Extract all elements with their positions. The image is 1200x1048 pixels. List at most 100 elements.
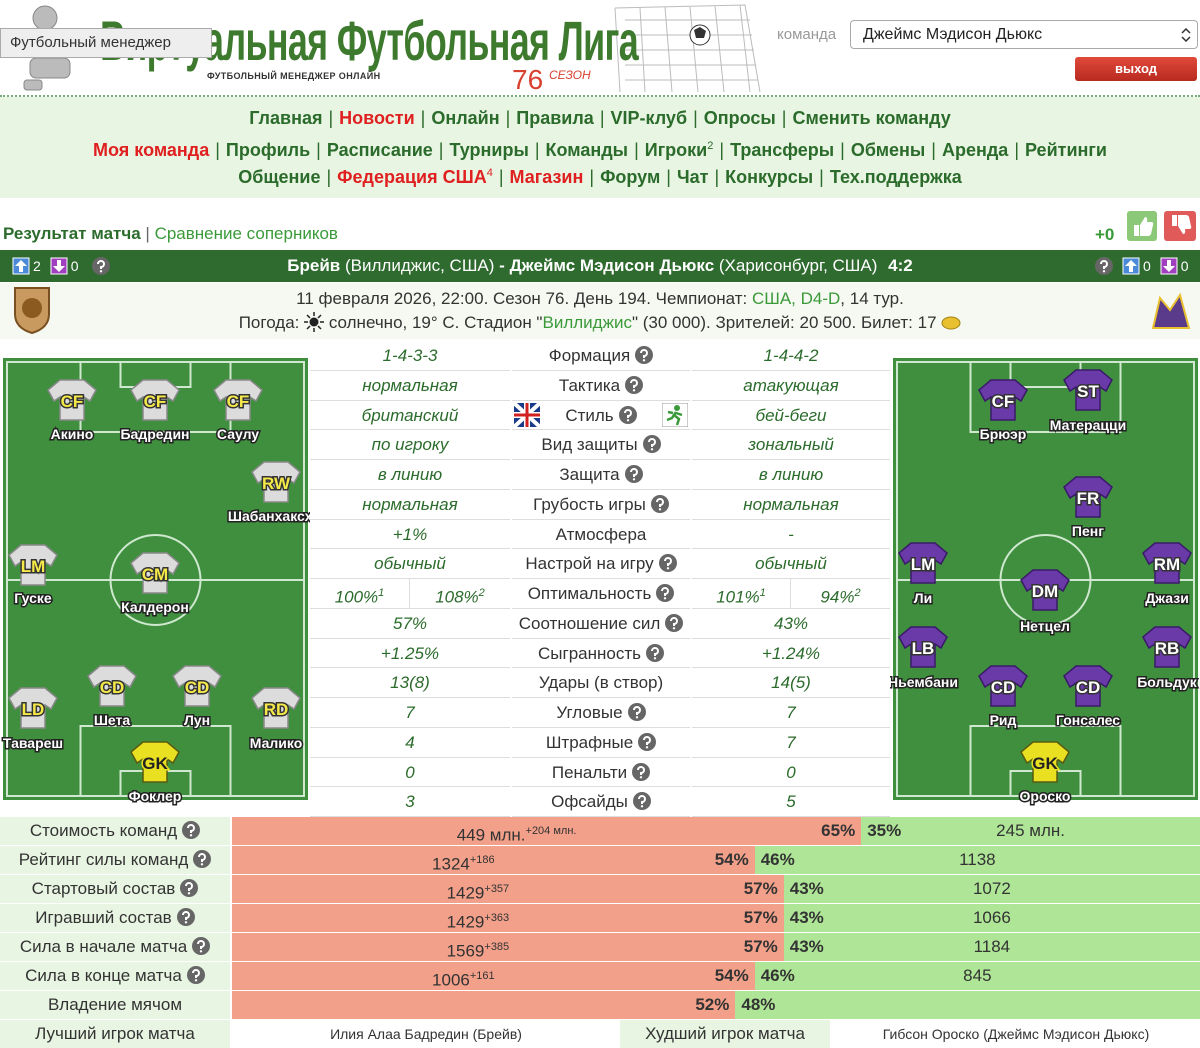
nav-link[interactable]: Тех.поддержка (829, 167, 962, 187)
player[interactable]: GK Ороско (1018, 741, 1072, 806)
player[interactable]: CF Бадредин (119, 379, 191, 444)
player[interactable]: LD Тавареш (1, 687, 65, 753)
player[interactable]: RB Больдук (1136, 626, 1199, 692)
help-icon[interactable] (658, 554, 677, 573)
nav-link[interactable]: Игроки (644, 139, 708, 160)
help-icon[interactable] (665, 613, 684, 632)
stat-home: 100%1 108%2 (310, 579, 510, 609)
logout-button[interactable]: выход (1075, 57, 1197, 81)
nav-link[interactable]: Опросы (703, 108, 776, 128)
player-position: RB (1155, 639, 1180, 658)
nav-link[interactable]: Моя команда (93, 139, 210, 160)
tab-active[interactable]: Результат матча (3, 224, 141, 243)
help-mark (643, 735, 652, 745)
home-value: 1324+186 (232, 846, 695, 879)
help-icon[interactable] (645, 643, 664, 662)
nav-row: Моя команда | Профиль | Расписание | Турниры | К… (0, 135, 1200, 163)
vote-buttons[interactable] (1126, 210, 1198, 242)
value-part: 94%2 (791, 579, 890, 608)
player[interactable]: CD Рид (978, 665, 1028, 730)
nav-link[interactable]: Новости (339, 108, 415, 128)
help-icon[interactable] (627, 703, 646, 721)
nav-link[interactable]: Турниры (449, 139, 529, 160)
nav-link[interactable]: Трансферы (730, 139, 835, 160)
nav-link[interactable]: VIP-клуб (610, 108, 688, 128)
help-icon[interactable] (91, 257, 110, 275)
nav-link[interactable]: Профиль (225, 139, 311, 160)
help-icon[interactable] (182, 821, 201, 839)
player[interactable]: CF Брюэр (978, 379, 1028, 444)
away-team[interactable]: Джеймс Мэдисон Дьюкс (509, 256, 715, 275)
comparison-label-text: Сила в начале матча (19, 937, 188, 956)
player[interactable]: LM Гуске (8, 544, 58, 608)
help-icon[interactable] (1095, 257, 1113, 275)
player[interactable]: FR Пенг (1063, 476, 1113, 541)
player[interactable]: LB Ньембани (887, 626, 960, 692)
help-icon[interactable] (192, 937, 211, 955)
help-icon[interactable] (632, 762, 651, 781)
player[interactable]: RW Шабанхаксха. (226, 461, 326, 526)
player[interactable]: CD Лун (172, 665, 222, 730)
league-link[interactable]: США, D4-D (751, 289, 841, 308)
nav-link[interactable]: Расписание (326, 139, 433, 160)
help-icon[interactable] (638, 732, 657, 751)
player[interactable]: GK Фоклер (127, 741, 183, 806)
help-icon[interactable] (642, 435, 661, 454)
nav-link[interactable]: Федерация США (337, 167, 487, 187)
select-chevron (1181, 28, 1191, 42)
nav-link[interactable]: Конкурсы (725, 167, 814, 187)
nav-separator: | (693, 108, 698, 128)
player[interactable]: CD Гонсалес (1054, 665, 1122, 730)
player[interactable]: LM Ли (898, 542, 948, 608)
nav-link[interactable]: Рейтинги (1025, 139, 1107, 160)
player-shirt (1063, 369, 1113, 411)
stat-label-text: Сыгранность (538, 643, 641, 663)
help-mark (650, 646, 659, 656)
nav-link[interactable]: Онлайн (431, 108, 500, 128)
nav-link[interactable]: Аренда (941, 139, 1009, 160)
nav-link[interactable]: Общение (238, 167, 321, 187)
player[interactable]: DM Нетцел (1019, 569, 1071, 636)
nav-link[interactable]: Команды (545, 139, 629, 160)
player[interactable]: CF Саулу (213, 379, 263, 444)
nav-link[interactable]: Главная (249, 108, 323, 128)
team-select[interactable]: Джеймс Мэдисон Дьюкс (850, 20, 1198, 49)
nav-link[interactable]: Магазин (509, 167, 584, 187)
player[interactable]: CM Калдерон (120, 552, 190, 617)
help-icon[interactable] (193, 850, 212, 868)
help-icon[interactable] (624, 465, 643, 483)
nav-link[interactable]: Правила (516, 108, 594, 128)
stat-home: британский (310, 400, 510, 431)
nav-link[interactable]: Чат (676, 167, 709, 187)
nav-row: Главная | Новости | Онлайн | Правила | VIP-клуб |… (0, 107, 1200, 135)
value-part: 108%2 (410, 579, 510, 608)
help-icon[interactable] (656, 584, 675, 602)
stat-value: по игроку (371, 435, 449, 455)
player-shirt (1020, 569, 1070, 611)
header-graphics (23, 4, 761, 93)
help-mark (623, 408, 632, 418)
nav-link[interactable]: Сменить команду (792, 108, 951, 128)
player[interactable]: CD Шета (87, 665, 137, 730)
help-icon[interactable] (635, 346, 654, 364)
tab-link[interactable]: Сравнение соперников (154, 224, 338, 243)
help-icon[interactable] (180, 879, 199, 897)
help-icon[interactable] (618, 405, 637, 424)
help-icon[interactable] (625, 375, 644, 394)
help-icon[interactable] (650, 494, 669, 513)
away-logo (1151, 292, 1191, 329)
stadium-link[interactable]: Виллиджис (542, 313, 632, 332)
help-icon[interactable] (186, 966, 205, 984)
help-icon[interactable] (176, 908, 195, 926)
player[interactable]: RM Джази (1142, 542, 1192, 608)
away-pct: 43% (789, 908, 824, 927)
help-dot (184, 921, 187, 924)
player[interactable]: RD Малико (248, 687, 304, 753)
help-icon[interactable] (632, 792, 651, 811)
player[interactable]: CF Акино (47, 379, 97, 444)
player-name: Пенг (1072, 523, 1104, 539)
nav-link[interactable]: Обмены (850, 139, 926, 160)
home-team[interactable]: Брейв (287, 256, 341, 275)
player[interactable]: ST Матерацци (1048, 369, 1128, 435)
nav-link[interactable]: Форум (600, 167, 661, 187)
